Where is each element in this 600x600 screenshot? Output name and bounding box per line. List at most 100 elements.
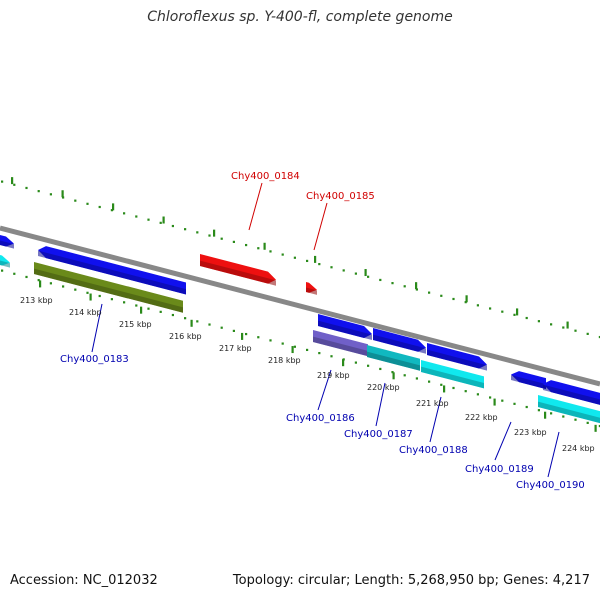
ruler-dot xyxy=(110,298,113,301)
gene-label: Chy400_0185 xyxy=(306,191,375,202)
gene-chy400-0186-shadow xyxy=(313,336,368,357)
gene-chy400-0188-shadow xyxy=(421,366,484,389)
ruler-tick xyxy=(516,308,519,316)
ruler-dot xyxy=(513,402,516,405)
ruler-dot xyxy=(391,282,394,285)
ruler-dot xyxy=(537,409,540,412)
ruler-tick xyxy=(112,203,115,211)
ruler-tick xyxy=(544,411,547,419)
ruler-dot xyxy=(318,351,321,355)
gene-leader-line xyxy=(313,202,328,251)
ruler-dot xyxy=(403,374,406,377)
kbp-label: 223 kbp xyxy=(514,428,547,437)
gene-leader-line xyxy=(91,303,103,353)
ruler-tick xyxy=(314,255,317,263)
ruler-dot xyxy=(25,275,28,279)
ruler-dot xyxy=(440,294,443,297)
gene-chy400-0190-shadow xyxy=(538,401,600,424)
ruler-dot xyxy=(25,186,28,190)
gene-label: Chy400_0184 xyxy=(231,171,300,182)
ruler-dot xyxy=(13,183,16,186)
kbp-scale: 213 kbp 214 kbp 215 kbp 216 kbp 217 kbp 218 k… xyxy=(20,296,595,453)
ruler-dot xyxy=(330,266,333,269)
ruler-dot xyxy=(379,278,382,282)
ruler-dot xyxy=(208,234,211,237)
ruler-dot xyxy=(476,304,479,307)
ruler-tick xyxy=(162,216,165,224)
ruler-dot xyxy=(257,247,260,250)
gene-blue-213-shadow xyxy=(38,250,186,295)
ruler-dot xyxy=(537,320,540,323)
ruler-dot xyxy=(550,323,553,326)
ruler-dot xyxy=(562,415,565,418)
ruler-dot xyxy=(196,231,199,234)
gene-blue-219-shadow xyxy=(318,320,372,341)
ruler-dot xyxy=(586,332,589,335)
ruler-dot xyxy=(281,342,284,345)
ruler-dot xyxy=(415,377,418,380)
ruler-dot xyxy=(86,202,89,205)
ruler-dot xyxy=(245,332,248,336)
ruler-dot xyxy=(293,256,296,259)
kbp-label: 219 kbp xyxy=(317,371,350,380)
ruler-dot xyxy=(586,421,589,424)
ruler-tick xyxy=(39,280,42,288)
ruler-dot xyxy=(232,240,235,243)
ruler-tick xyxy=(364,269,367,277)
gene-label: Chy400_0190 xyxy=(516,480,585,491)
ruler-dot xyxy=(37,279,40,282)
ruler-tick xyxy=(594,424,597,432)
ruler-tick xyxy=(213,229,216,237)
kbp-label: 218 kbp xyxy=(268,356,301,365)
ruler-dot xyxy=(281,253,284,256)
ruler-tick xyxy=(342,359,345,367)
gene-label: Chy400_0183 xyxy=(60,354,129,365)
ruler-dot xyxy=(171,224,174,228)
gene-blue-220 xyxy=(373,328,426,354)
gene-chy400-0187 xyxy=(367,345,420,371)
ruler-tick xyxy=(443,385,446,393)
ruler-dot xyxy=(525,316,528,320)
ruler-tick xyxy=(241,332,244,340)
ruler-tick xyxy=(11,177,14,185)
gene-label: Chy400_0189 xyxy=(465,464,534,475)
ruler-dot xyxy=(354,361,357,364)
genome-backbone xyxy=(0,225,600,387)
ruler-dot xyxy=(428,380,431,383)
gene-chy400-0185-shadow xyxy=(306,287,317,295)
ruler-dot xyxy=(245,243,248,247)
ruler-dot xyxy=(110,209,113,212)
genome-summary: Topology: circular; Length: 5,268,950 bp… xyxy=(232,573,590,588)
ruler-dot xyxy=(74,288,77,291)
ruler-dot xyxy=(598,424,600,428)
gene-leader-line xyxy=(429,396,442,443)
ruler-dot xyxy=(1,180,4,183)
ruler-dot xyxy=(306,348,309,352)
accession-label: Accession: NC_012032 xyxy=(10,573,158,588)
ruler-dot xyxy=(13,272,16,275)
gene-partial-left-cyan-shadow xyxy=(0,260,10,268)
ruler-dot xyxy=(293,345,296,348)
gene-callouts: Chy400_0183 Chy400_0184 Chy400_0185 Chy400_… xyxy=(60,171,585,491)
ruler-dot xyxy=(464,390,467,393)
ruler-dot xyxy=(98,294,101,298)
ruler-dot xyxy=(452,386,455,390)
ruler-dot xyxy=(37,190,40,193)
ruler-tick xyxy=(392,372,395,380)
ruler-dot xyxy=(574,329,577,332)
ruler-dot xyxy=(147,218,150,221)
ruler-dot xyxy=(513,313,516,316)
ruler-tick xyxy=(291,346,294,354)
ruler-dot xyxy=(62,285,65,288)
ruler-dot xyxy=(525,405,528,409)
gene-chy400-0184-shadow xyxy=(200,260,276,286)
gene-leader-line xyxy=(547,431,560,478)
ruler-dot xyxy=(123,212,126,215)
kbp-label: 224 kbp xyxy=(562,444,595,453)
ruler-dot xyxy=(367,364,370,367)
ruler-dot xyxy=(318,262,321,266)
ruler-dot xyxy=(562,326,565,329)
ruler-tick xyxy=(140,306,143,314)
ruler-dot xyxy=(257,336,260,339)
